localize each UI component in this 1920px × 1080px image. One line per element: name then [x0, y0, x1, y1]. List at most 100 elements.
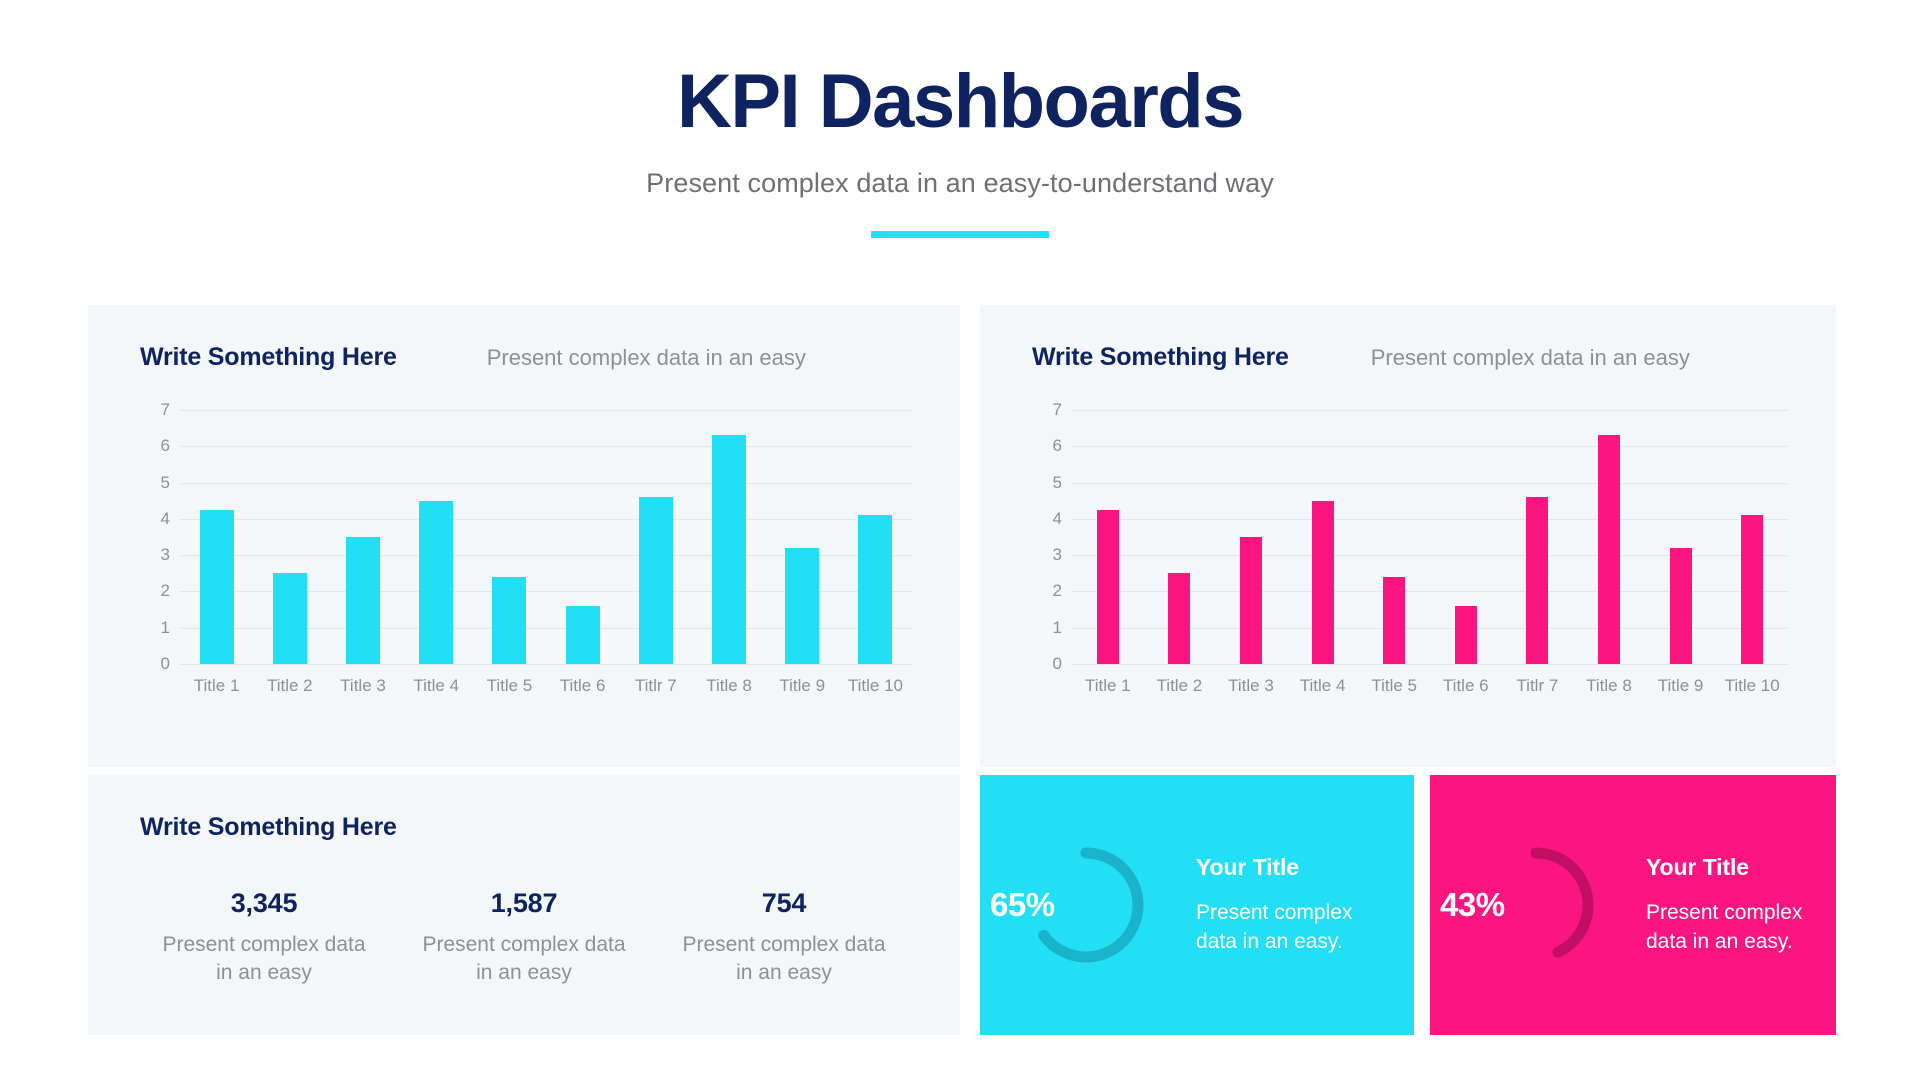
bar-slot[interactable]	[1144, 410, 1216, 664]
bar[interactable]	[785, 547, 820, 664]
chart-card-pink: Write Something Here Present complex dat…	[980, 305, 1836, 767]
bar[interactable]	[419, 500, 454, 664]
stat-item: 3,345 Present complex data in an easy	[134, 888, 394, 988]
y-axis-tick-label: 4	[1052, 508, 1062, 528]
x-axis-tick-label: Title 2	[1156, 676, 1203, 695]
x-axis-tick-label: Title 4	[1299, 676, 1346, 695]
x-axis-tick-label: Title 10	[847, 676, 903, 695]
stat-label: Present complex data in an easy	[422, 933, 626, 985]
bar[interactable]	[492, 576, 527, 664]
bar-slot[interactable]	[766, 410, 839, 664]
bar-chart-cyan-xaxis: Title 1 Title 2 Title 3 Title 4 Title 5 Title…	[180, 676, 912, 696]
y-axis-tick-label: 6	[160, 436, 170, 456]
bar[interactable]	[199, 509, 234, 664]
kpi-card-pink-text: Your Title Present complex data in an ea…	[1646, 854, 1802, 956]
bar-chart-pink-bars	[1072, 410, 1788, 664]
y-axis-tick-label: 6	[1052, 436, 1062, 456]
gridline	[180, 482, 912, 484]
gridline	[1072, 410, 1788, 411]
stat-label: Present complex data in an easy	[682, 933, 886, 985]
chart-card-cyan: Write Something Here Present complex dat…	[88, 305, 960, 767]
kpi-card-pink-description: Present complex data in an easy.	[1646, 901, 1803, 953]
y-axis-tick-label: 4	[160, 508, 170, 528]
gridline	[1072, 591, 1788, 593]
kpi-card-cyan-inner: 65% Your Title Present complex data in a…	[980, 775, 1414, 1035]
bar-chart-cyan-bars	[180, 410, 912, 664]
donut-chart-pink-percent: 43%	[1440, 886, 1505, 923]
stats-card-header: Write Something Here	[88, 775, 960, 842]
bar-slot[interactable]	[1430, 410, 1502, 664]
bar-slot[interactable]	[1716, 410, 1788, 664]
bar-slot[interactable]	[1072, 410, 1144, 664]
stat-value: 1,587	[490, 888, 558, 918]
stat-value: 754	[761, 888, 807, 918]
bar[interactable]	[1454, 605, 1477, 664]
x-axis-tick-label: Title 9	[1657, 676, 1704, 695]
x-axis-tick-label: Title 2	[266, 676, 313, 695]
donut-chart-cyan-svg	[1028, 847, 1144, 963]
bar[interactable]	[1383, 576, 1406, 664]
accent-underline	[871, 230, 1049, 238]
bar[interactable]	[346, 537, 380, 664]
bar[interactable]	[1526, 497, 1549, 664]
bar[interactable]	[565, 605, 600, 664]
x-axis-tick-label: Title 1	[1084, 676, 1131, 695]
gridline	[1072, 664, 1788, 665]
kpi-card-cyan-description: Present complex data in an easy.	[1196, 901, 1353, 953]
bar[interactable]	[1597, 435, 1620, 664]
bar[interactable]	[858, 515, 893, 664]
bar[interactable]	[1311, 500, 1334, 664]
gridline	[1072, 518, 1788, 520]
bar-slot[interactable]	[619, 410, 692, 664]
donut-chart-pink-svg	[1478, 847, 1594, 963]
x-axis-tick-label: Titlr 7	[634, 676, 677, 695]
stats-card: Write Something Here 3,345 Present comple…	[88, 775, 960, 1035]
x-axis-tick-label: Title 8	[1586, 676, 1632, 695]
gridline	[180, 591, 912, 593]
bar[interactable]	[1669, 547, 1692, 664]
bar-slot[interactable]	[546, 410, 619, 664]
stat-item: 754 Present complex data in an easy	[654, 888, 914, 988]
bar-slot[interactable]	[1215, 410, 1287, 664]
chart-card-cyan-header: Write Something Here Present complex dat…	[88, 305, 960, 372]
dashboard-grid: Write Something Here Present complex dat…	[88, 305, 1836, 1035]
kpi-card-pink: 43% Your Title Present complex data in a…	[1430, 775, 1836, 1035]
bar-slot[interactable]	[1502, 410, 1574, 664]
chart-card-pink-description: Present complex data in an easy	[1370, 345, 1690, 370]
bar-slot[interactable]	[326, 410, 399, 664]
bar-slot[interactable]	[180, 410, 253, 664]
bar-slot[interactable]	[1358, 410, 1430, 664]
bar[interactable]	[272, 573, 307, 664]
bar-slot[interactable]	[1573, 410, 1645, 664]
y-axis-tick-label: 2	[1052, 581, 1062, 601]
gridline	[180, 627, 912, 629]
bar[interactable]	[1168, 573, 1191, 664]
x-axis-tick-label: Title 6	[1442, 676, 1489, 695]
bar[interactable]	[712, 435, 747, 664]
chart-card-cyan-title: Write Something Here	[140, 343, 397, 371]
bar[interactable]	[1096, 509, 1119, 664]
x-axis-tick-label: Title 5	[1371, 676, 1417, 695]
slide-header: KPI Dashboards Present complex data in a…	[0, 0, 1920, 238]
bar-slot[interactable]	[1645, 410, 1717, 664]
bar-slot[interactable]	[400, 410, 473, 664]
x-axis-tick-label: Titlr 7	[1516, 676, 1559, 695]
page-subtitle: Present complex data in an easy-to-under…	[646, 167, 1274, 198]
x-axis-tick-label: Title 5	[486, 676, 533, 695]
bar-slot[interactable]	[839, 410, 912, 664]
kpi-card-pink-inner: 43% Your Title Present complex data in a…	[1430, 775, 1836, 1035]
bar-slot[interactable]	[692, 410, 765, 664]
bar-slot[interactable]	[473, 410, 546, 664]
y-axis-tick-label: 7	[1052, 400, 1062, 419]
bar-slot[interactable]	[1287, 410, 1359, 664]
chart-card-cyan-description: Present complex data in an easy	[486, 345, 806, 370]
y-axis-tick-label: 1	[1052, 617, 1062, 637]
bar[interactable]	[638, 497, 673, 664]
bar[interactable]	[1239, 537, 1262, 664]
x-axis-tick-label: Title 1	[193, 676, 240, 695]
bar[interactable]	[1741, 515, 1764, 664]
bar-slot[interactable]	[253, 410, 326, 664]
